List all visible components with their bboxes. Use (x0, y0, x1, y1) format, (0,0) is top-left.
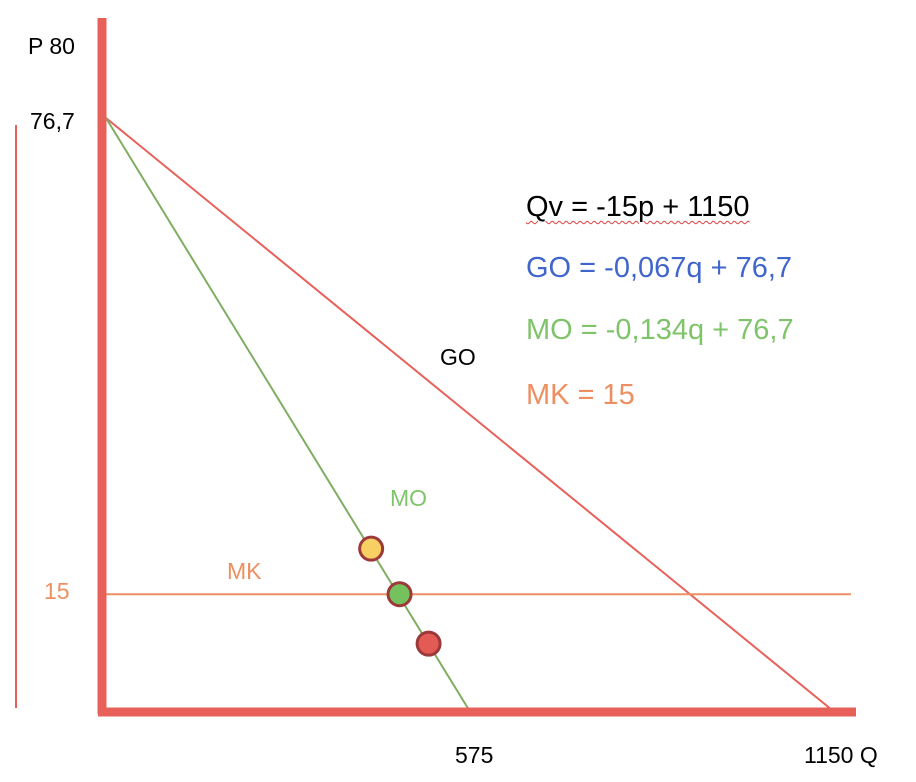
equation-qv: Qv = -15p + 1150 (526, 193, 750, 222)
point-yellow (358, 535, 385, 562)
y-mk-label: 15 (44, 578, 70, 604)
point-green (386, 581, 413, 608)
mo-line (105, 117, 470, 711)
equation-qv-text: Qv = -15p + 1150 (526, 191, 750, 223)
x-end-label: 1150 Q (804, 742, 878, 768)
point-red (415, 630, 442, 657)
equation-go: GO = -0,067q + 76,7 (526, 252, 793, 284)
mk-line-label: MK (227, 558, 262, 584)
equation-mk: MK = 15 (526, 379, 635, 411)
mo-line-label: MO (390, 485, 428, 511)
x-mid-label: 575 (455, 742, 494, 768)
equation-mo: MO = -0,134q + 76,7 (526, 314, 794, 346)
go-line-label: GO (440, 344, 476, 370)
go-line (105, 117, 833, 711)
y-axis-top-label: P 80 (28, 33, 75, 59)
y-intercept-label: 76,7 (30, 108, 75, 134)
